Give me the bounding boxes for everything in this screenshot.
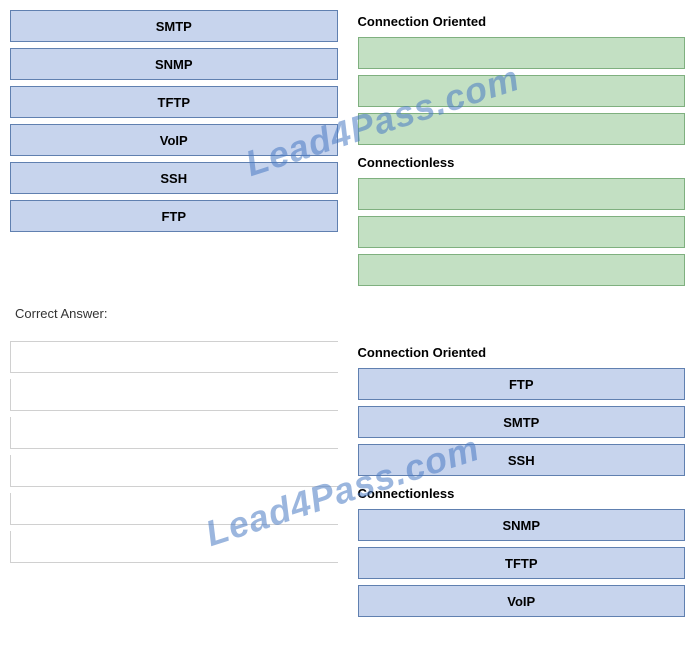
drag-item[interactable]: SNMP [10, 48, 338, 80]
item-label: TFTP [158, 95, 191, 110]
question-left-column: SMTP SNMP TFTP VoIP SSH FTP [10, 10, 338, 286]
section-header: Connection Oriented [358, 14, 686, 29]
drag-item[interactable]: SSH [10, 162, 338, 194]
slot-label: SNMP [502, 518, 540, 533]
item-label: FTP [161, 209, 186, 224]
slot-label: TFTP [505, 556, 538, 571]
correct-answer-label: Correct Answer: [0, 296, 695, 331]
item-label: SNMP [155, 57, 193, 72]
answer-slot: SMTP [358, 406, 686, 438]
drag-item[interactable]: SMTP [10, 10, 338, 42]
item-label: SMTP [156, 19, 192, 34]
section-header: Connection Oriented [358, 345, 686, 360]
slot-label: SMTP [503, 415, 539, 430]
empty-slot [10, 455, 338, 487]
answer-slot: SNMP [358, 509, 686, 541]
drag-item[interactable]: FTP [10, 200, 338, 232]
drag-item[interactable]: TFTP [10, 86, 338, 118]
answer-slot: FTP [358, 368, 686, 400]
drop-slot[interactable] [358, 75, 686, 107]
slot-label: SSH [508, 453, 535, 468]
answer-right-column: Connection Oriented FTP SMTP SSH Connect… [358, 341, 686, 617]
section-header: Connectionless [358, 486, 686, 501]
question-container: SMTP SNMP TFTP VoIP SSH FTP Connection O… [0, 0, 695, 296]
question-right-column: Connection Oriented Connectionless [358, 10, 686, 286]
slot-label: VoIP [507, 594, 535, 609]
drop-slot[interactable] [358, 178, 686, 210]
drop-slot[interactable] [358, 254, 686, 286]
item-label: SSH [160, 171, 187, 186]
drop-slot[interactable] [358, 216, 686, 248]
empty-slot [10, 417, 338, 449]
answer-slot: SSH [358, 444, 686, 476]
drop-slot[interactable] [358, 113, 686, 145]
section-header: Connectionless [358, 155, 686, 170]
drop-slot[interactable] [358, 37, 686, 69]
item-label: VoIP [160, 133, 188, 148]
empty-slot [10, 531, 338, 563]
answer-container: Connection Oriented FTP SMTP SSH Connect… [0, 331, 695, 627]
empty-slot [10, 493, 338, 525]
empty-slot [10, 341, 338, 373]
answer-slot: VoIP [358, 585, 686, 617]
empty-slot [10, 379, 338, 411]
drag-item[interactable]: VoIP [10, 124, 338, 156]
answer-slot: TFTP [358, 547, 686, 579]
answer-left-column [10, 341, 338, 617]
slot-label: FTP [509, 377, 534, 392]
